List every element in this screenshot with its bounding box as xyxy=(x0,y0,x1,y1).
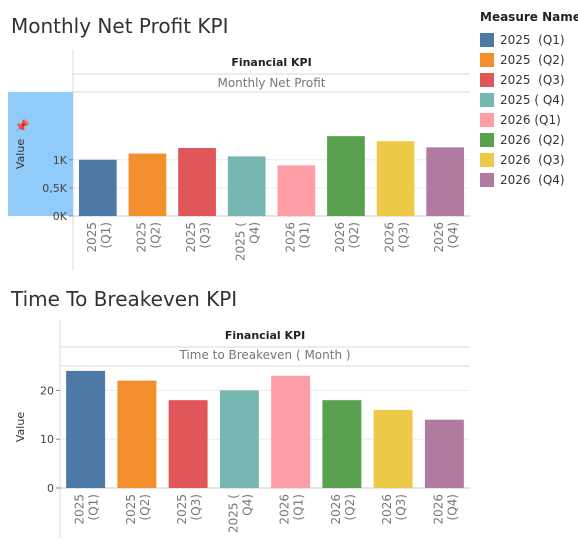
x-tick-label: 2026(Q3) xyxy=(380,494,408,525)
y-axis-label: Value xyxy=(14,412,27,442)
legend-swatch xyxy=(480,73,494,87)
bar xyxy=(227,156,266,216)
legend-label: 2025 (Q1) xyxy=(500,33,565,47)
x-tick-label: 2025(Q3) xyxy=(184,222,212,253)
x-tick-label: 2025 (Q4) xyxy=(226,494,254,533)
y-tick-label: 0,5K xyxy=(42,182,67,195)
net-profit-chart-title: Monthly Net Profit KPI xyxy=(11,14,229,38)
bar xyxy=(271,375,311,488)
y-tick-label: 0K xyxy=(53,210,68,223)
bar xyxy=(168,400,208,488)
legend-swatch xyxy=(480,93,494,107)
x-tick-label: 2025(Q2) xyxy=(124,494,152,525)
legend-label: 2026 (Q3) xyxy=(500,153,565,167)
legend-item[interactable]: 2025 (Q1) xyxy=(480,30,576,50)
legend-swatch xyxy=(480,173,494,187)
chart-subtitle: Time to Breakeven ( Month ) xyxy=(178,348,350,362)
legend: Measure Names 2025 (Q1) 2025 (Q2) 2025 (Q3… xyxy=(480,10,578,190)
x-tick-label: 2026(Q1) xyxy=(283,222,311,253)
legend-label: 2026 (Q1) xyxy=(500,113,561,127)
x-tick-label: 2025 (Q4) xyxy=(234,222,262,261)
legend-item[interactable]: 2026 (Q3) xyxy=(480,150,576,170)
bar xyxy=(376,141,415,216)
chart-header: Financial KPI xyxy=(231,56,311,69)
legend-swatch xyxy=(480,133,494,147)
x-tick-label: 2025(Q2) xyxy=(134,222,162,253)
x-tick-label: 2026(Q2) xyxy=(333,222,361,253)
legend-swatch xyxy=(480,113,494,127)
legend-label: 2025 (Q2) xyxy=(500,53,565,67)
bar xyxy=(178,147,216,216)
bar xyxy=(78,159,117,216)
legend-label: 2026 (Q2) xyxy=(500,133,565,147)
bar xyxy=(219,390,259,488)
x-tick-label: 2026(Q2) xyxy=(329,494,357,525)
y-tick-label: 1K xyxy=(53,154,68,167)
bar xyxy=(424,419,464,488)
y-tick-label: 10 xyxy=(40,433,54,446)
x-tick-label: 2025(Q1) xyxy=(85,222,113,253)
legend-label: 2026 (Q4) xyxy=(500,173,565,187)
bar xyxy=(66,370,106,488)
net-profit-chart: Financial KPI Monthly Net Profit 📌 Value 0K 0… xyxy=(8,50,470,270)
bar xyxy=(426,147,465,216)
legend-title: Measure Names xyxy=(480,10,578,24)
bar xyxy=(327,136,365,216)
legend-item[interactable]: 2026 (Q4) xyxy=(480,170,576,190)
legend-swatch xyxy=(480,153,494,167)
bar xyxy=(277,165,316,216)
axis-highlight xyxy=(8,92,73,216)
y-axis-label: Value xyxy=(14,139,27,169)
bar xyxy=(117,380,157,488)
chart-subtitle: Monthly Net Profit xyxy=(217,76,325,90)
legend-swatch xyxy=(480,53,494,67)
legend-label: 2025 ( Q4) xyxy=(500,93,565,107)
chart-header: Financial KPI xyxy=(225,329,305,342)
legend-item[interactable]: 2025 (Q2) xyxy=(480,50,576,70)
breakeven-chart: Financial KPI Time to Breakeven ( Month )… xyxy=(14,320,470,538)
legend-label: 2025 (Q3) xyxy=(500,73,565,87)
y-tick-label: 20 xyxy=(40,384,54,397)
bar xyxy=(128,153,167,216)
x-tick-label: 2026(Q3) xyxy=(383,222,411,253)
x-tick-label: 2025(Q1) xyxy=(73,494,101,525)
legend-item[interactable]: 2026 (Q2) xyxy=(480,130,576,150)
legend-swatch xyxy=(480,33,494,47)
bar xyxy=(373,409,413,488)
x-tick-label: 2026(Q1) xyxy=(278,494,306,525)
legend-item[interactable]: 2025 (Q3) xyxy=(480,70,576,90)
pin-icon: 📌 xyxy=(15,118,30,133)
legend-item[interactable]: 2026 (Q1) xyxy=(480,110,576,130)
x-tick-label: 2026(Q4) xyxy=(431,494,459,525)
x-tick-label: 2026(Q4) xyxy=(432,222,460,253)
bar xyxy=(322,400,362,488)
x-tick-label: 2025(Q3) xyxy=(175,494,203,525)
legend-item[interactable]: 2025 ( Q4) xyxy=(480,90,576,110)
legend-items: 2025 (Q1) 2025 (Q2) 2025 (Q3) 2025 ( Q4) 202… xyxy=(480,30,576,190)
y-tick-label: 0 xyxy=(47,482,54,495)
breakeven-chart-title: Time To Breakeven KPI xyxy=(11,287,238,311)
